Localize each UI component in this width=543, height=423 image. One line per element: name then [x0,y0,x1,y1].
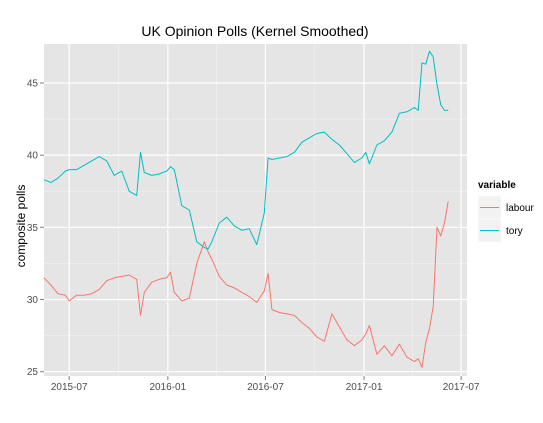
x-tick-label: 2016-01 [149,382,186,393]
x-tick-label: 2017-01 [346,382,383,393]
series-line-labour [43,201,449,368]
series-lines [43,50,449,368]
x-tick-label: 2015-07 [51,382,88,393]
y-tick-label: 35 [27,223,39,234]
y-axis-title: composite polls [14,185,28,268]
legend-items: labour tory [477,195,534,243]
y-tick-label: 25 [27,367,39,378]
panel-background [44,44,467,376]
chart-title: UK Opinion Polls (Kernel Smoothed) [141,23,368,39]
x-tick-label: 2016-07 [247,382,284,393]
legend-label-tory: tory [506,226,523,237]
grid-lines [44,44,467,376]
y-tick-label: 40 [27,151,39,162]
y-tick-label: 45 [27,78,39,89]
legend-title: variable [478,180,516,191]
series-line-tory [43,50,449,250]
y-axis: 25 30 35 40 45 [27,78,44,378]
legend-label-labour: labour [506,203,534,214]
legend: variable labour tory [477,180,534,243]
x-axis: 2015-07 2016-01 2016-07 2017-01 2017-07 [51,376,480,393]
y-tick-label: 30 [27,295,39,306]
x-tick-label: 2017-07 [443,382,480,393]
plot-panel [43,44,467,376]
